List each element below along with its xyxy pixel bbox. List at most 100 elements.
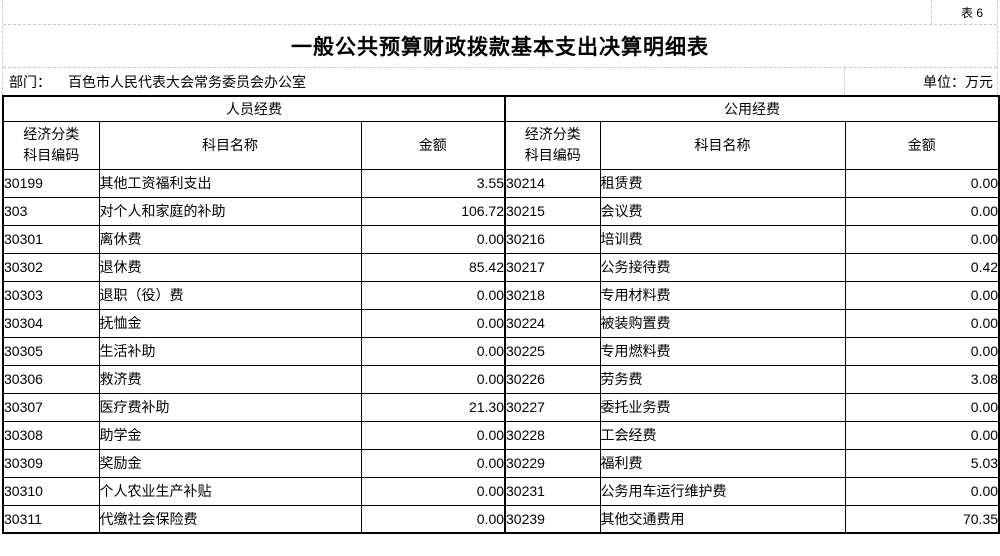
amount-cell: 85.42 xyxy=(360,252,506,282)
amount-cell: 0.00 xyxy=(844,420,1000,450)
name-cell: 离休费 xyxy=(98,224,362,254)
header-amount-right: 金额 xyxy=(844,120,1000,170)
amount-cell: 0.00 xyxy=(844,476,1000,506)
code-cell: 30310 xyxy=(2,476,100,506)
amount-cell: 0.00 xyxy=(360,504,506,534)
amount-cell: 5.03 xyxy=(844,448,1000,478)
code-cell: 30239 xyxy=(504,504,601,534)
table-row: 30301 离休费 0.00 30216 培训费 0.00 xyxy=(2,224,1000,254)
header-economic-code-right: 经济分类 科目编码 xyxy=(504,120,601,170)
name-cell: 代缴社会保险费 xyxy=(98,504,362,534)
header-code-line2: 科目编码 xyxy=(524,147,581,163)
code-cell: 30231 xyxy=(504,476,601,506)
name-cell: 救济费 xyxy=(98,364,362,394)
amount-cell: 0.00 xyxy=(360,364,506,394)
name-cell: 专用燃料费 xyxy=(599,336,846,366)
amount-cell: 0.00 xyxy=(844,280,1000,310)
table-row: 30305 生活补助 0.00 30225 专用燃料费 0.00 xyxy=(2,336,1000,366)
code-cell: 30306 xyxy=(2,364,100,394)
header-economic-code-left: 经济分类 科目编码 xyxy=(2,120,100,170)
code-cell: 30215 xyxy=(504,196,601,226)
table-row: 30311 代缴社会保险费 0.00 30239 其他交通费用 70.35 xyxy=(2,504,1000,534)
section-public-funds: 公用经费 xyxy=(504,95,1000,122)
code-cell: 30225 xyxy=(504,336,601,366)
table-row: 30302 退休费 85.42 30217 公务接待费 0.42 xyxy=(2,252,1000,282)
name-cell: 奖励金 xyxy=(98,448,362,478)
table-row: 30310 个人农业生产补贴 0.00 30231 公务用车运行维护费 0.00 xyxy=(2,476,1000,506)
amount-cell: 70.35 xyxy=(844,504,1000,534)
table-row: 30304 抚恤金 0.00 30224 被装购置费 0.00 xyxy=(2,308,1000,338)
name-cell: 被装购置费 xyxy=(599,308,846,338)
code-cell: 30216 xyxy=(504,224,601,254)
code-cell: 303 xyxy=(2,196,100,226)
amount-cell: 21.30 xyxy=(360,392,506,422)
expenditure-table: 人员经费 公用经费 经济分类 科目编码 科目名称 金额 经济分类 科目编码 科目… xyxy=(2,95,1000,534)
name-cell: 退职（役）费 xyxy=(98,280,362,310)
table-row: 30306 救济费 0.00 30226 劳务费 3.08 xyxy=(2,364,1000,394)
name-cell: 专用材料费 xyxy=(599,280,846,310)
table-row: 30199 其他工资福利支出 3.55 30214 租赁费 0.00 xyxy=(2,168,1000,198)
amount-cell: 0.00 xyxy=(844,224,1000,254)
code-cell: 30199 xyxy=(2,168,100,198)
code-cell: 30229 xyxy=(504,448,601,478)
header-amount-left: 金额 xyxy=(360,120,506,170)
amount-cell: 0.00 xyxy=(844,308,1000,338)
amount-cell: 0.00 xyxy=(360,308,506,338)
amount-cell: 0.00 xyxy=(844,392,1000,422)
amount-cell: 0.00 xyxy=(844,168,1000,198)
department-label: 部门： xyxy=(9,73,51,90)
code-cell: 30311 xyxy=(2,504,100,534)
amount-cell: 0.00 xyxy=(360,280,506,310)
table-row: 30303 退职（役）费 0.00 30218 专用材料费 0.00 xyxy=(2,280,1000,310)
name-cell: 退休费 xyxy=(98,252,362,282)
code-cell: 30214 xyxy=(504,168,601,198)
name-cell: 生活补助 xyxy=(98,336,362,366)
column-header-row: 经济分类 科目编码 科目名称 金额 经济分类 科目编码 科目名称 金额 xyxy=(2,120,1000,170)
name-cell: 福利费 xyxy=(599,448,846,478)
header-code-line1: 经济分类 xyxy=(524,126,581,142)
name-cell: 培训费 xyxy=(599,224,846,254)
sheet-header: 表 6 一般公共预算财政拨款基本支出决算明细表 部门： 百色市人民代表大会常务委员… xyxy=(2,0,998,95)
unit-label: 单位：万元 xyxy=(844,68,997,95)
name-cell: 公务接待费 xyxy=(599,252,846,282)
name-cell: 公务用车运行维护费 xyxy=(599,476,846,506)
amount-cell: 0.00 xyxy=(360,448,506,478)
name-cell: 会议费 xyxy=(599,196,846,226)
table-row: 30308 助学金 0.00 30228 工会经费 0.00 xyxy=(2,420,1000,450)
name-cell: 劳务费 xyxy=(599,364,846,394)
code-cell: 30309 xyxy=(2,448,100,478)
table-body: 30199 其他工资福利支出 3.55 30214 租赁费 0.00 303 对个人和家庭的补… xyxy=(2,168,1000,534)
code-cell: 30305 xyxy=(2,336,100,366)
code-cell: 30217 xyxy=(504,252,601,282)
table-number-row: 表 6 xyxy=(3,0,997,25)
name-cell: 其他交通费用 xyxy=(599,504,846,534)
header-code-line1: 经济分类 xyxy=(23,126,80,142)
code-cell: 30218 xyxy=(504,280,601,310)
name-cell: 对个人和家庭的补助 xyxy=(98,196,362,226)
section-header-row: 人员经费 公用经费 xyxy=(2,95,1000,122)
name-cell: 其他工资福利支出 xyxy=(98,168,362,198)
code-cell: 30224 xyxy=(504,308,601,338)
amount-cell: 106.72 xyxy=(360,196,506,226)
amount-cell: 0.00 xyxy=(844,336,1000,366)
amount-cell: 3.55 xyxy=(360,168,506,198)
header-subject-name-right: 科目名称 xyxy=(599,120,846,170)
header-subject-name-left: 科目名称 xyxy=(98,120,362,170)
amount-cell: 0.00 xyxy=(360,476,506,506)
header-code-line2: 科目编码 xyxy=(23,147,80,163)
code-cell: 30308 xyxy=(2,420,100,450)
amount-cell: 3.08 xyxy=(844,364,1000,394)
page-title: 一般公共预算财政拨款基本支出决算明细表 xyxy=(291,36,709,59)
table-row: 30309 奖励金 0.00 30229 福利费 5.03 xyxy=(2,448,1000,478)
department: 部门： 百色市人民代表大会常务委员会办公室 xyxy=(3,72,306,92)
meta-row: 部门： 百色市人民代表大会常务委员会办公室 单位：万元 xyxy=(3,68,997,95)
section-personnel-funds: 人员经费 xyxy=(2,95,506,122)
name-cell: 抚恤金 xyxy=(98,308,362,338)
code-cell: 30301 xyxy=(2,224,100,254)
table-number: 表 6 xyxy=(931,0,997,24)
amount-cell: 0.00 xyxy=(360,224,506,254)
name-cell: 医疗费补助 xyxy=(98,392,362,422)
code-cell: 30302 xyxy=(2,252,100,282)
code-cell: 30307 xyxy=(2,392,100,422)
code-cell: 30304 xyxy=(2,308,100,338)
